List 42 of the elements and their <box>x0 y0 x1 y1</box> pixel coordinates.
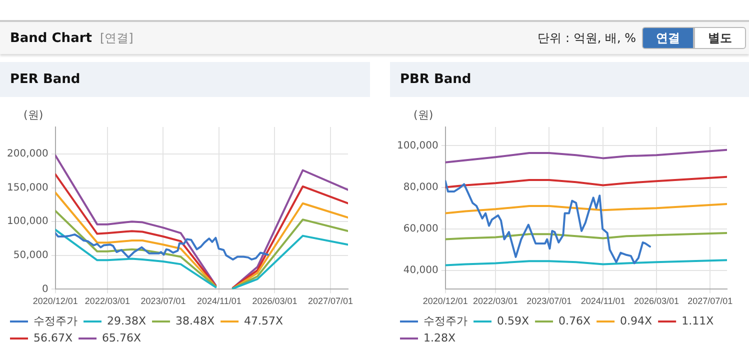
x-tick-label: 2024/11/01 <box>580 296 626 306</box>
y-tick-label: 0 <box>42 284 48 295</box>
x-tick-label: 2022/03/01 <box>84 296 130 306</box>
x-tick-label: 2020/12/01 <box>32 296 78 306</box>
y-tick-label: 100,000 <box>6 216 48 228</box>
y-axis-title: (원) <box>414 108 434 122</box>
text: 단위 : 억원, 배, % <box>538 30 636 46</box>
legend-label: 수정주가 <box>424 314 468 328</box>
legend-label: 0.59X <box>497 314 530 328</box>
chart-title: PER Band <box>0 62 370 97</box>
legend-label: 47.57X <box>244 314 284 328</box>
legend-label: 29.38X <box>107 314 146 328</box>
y-tick-label: 60,000 <box>403 223 438 234</box>
toggle-button: 연결 <box>642 27 694 49</box>
text: Band Chart <box>10 30 92 46</box>
legend-label: 65.76X <box>102 331 142 344</box>
toggle-button: 별도 <box>694 27 746 49</box>
legend-label: 수정주가 <box>34 314 78 328</box>
legend-label: 0.94X <box>620 314 653 328</box>
legend-label: 1.11X <box>682 314 714 328</box>
y-axis-title: (원) <box>24 108 44 122</box>
x-tick-label: 2023/07/01 <box>140 296 186 306</box>
x-tick-label: 2020/12/01 <box>422 296 468 306</box>
chart-title: PBR Band <box>390 62 749 97</box>
x-tick-label: 2022/03/01 <box>472 296 518 306</box>
legend-label: 38.48X <box>176 314 216 328</box>
x-tick-label: 2027/07/01 <box>688 296 733 306</box>
y-tick-label: 50,000 <box>13 250 48 261</box>
legend-label: 1.28X <box>424 331 456 344</box>
y-tick-label: 150,000 <box>6 182 48 194</box>
y-tick-label: 40,000 <box>403 265 438 276</box>
y-tick-label: 80,000 <box>403 182 438 193</box>
legend-label: 56.67X <box>34 331 73 344</box>
y-tick-label: 200,000 <box>6 148 48 160</box>
y-tick-label: 100,000 <box>396 140 438 152</box>
x-tick-label: 2026/03/01 <box>252 296 298 306</box>
x-tick-label: 2026/03/01 <box>634 296 679 306</box>
x-tick-label: 2024/11/01 <box>197 296 242 306</box>
x-tick-label: 2023/07/01 <box>526 296 572 306</box>
text: [연결] <box>100 30 134 46</box>
legend-label: 0.76X <box>558 314 592 328</box>
x-tick-label: 2027/07/01 <box>308 296 354 306</box>
